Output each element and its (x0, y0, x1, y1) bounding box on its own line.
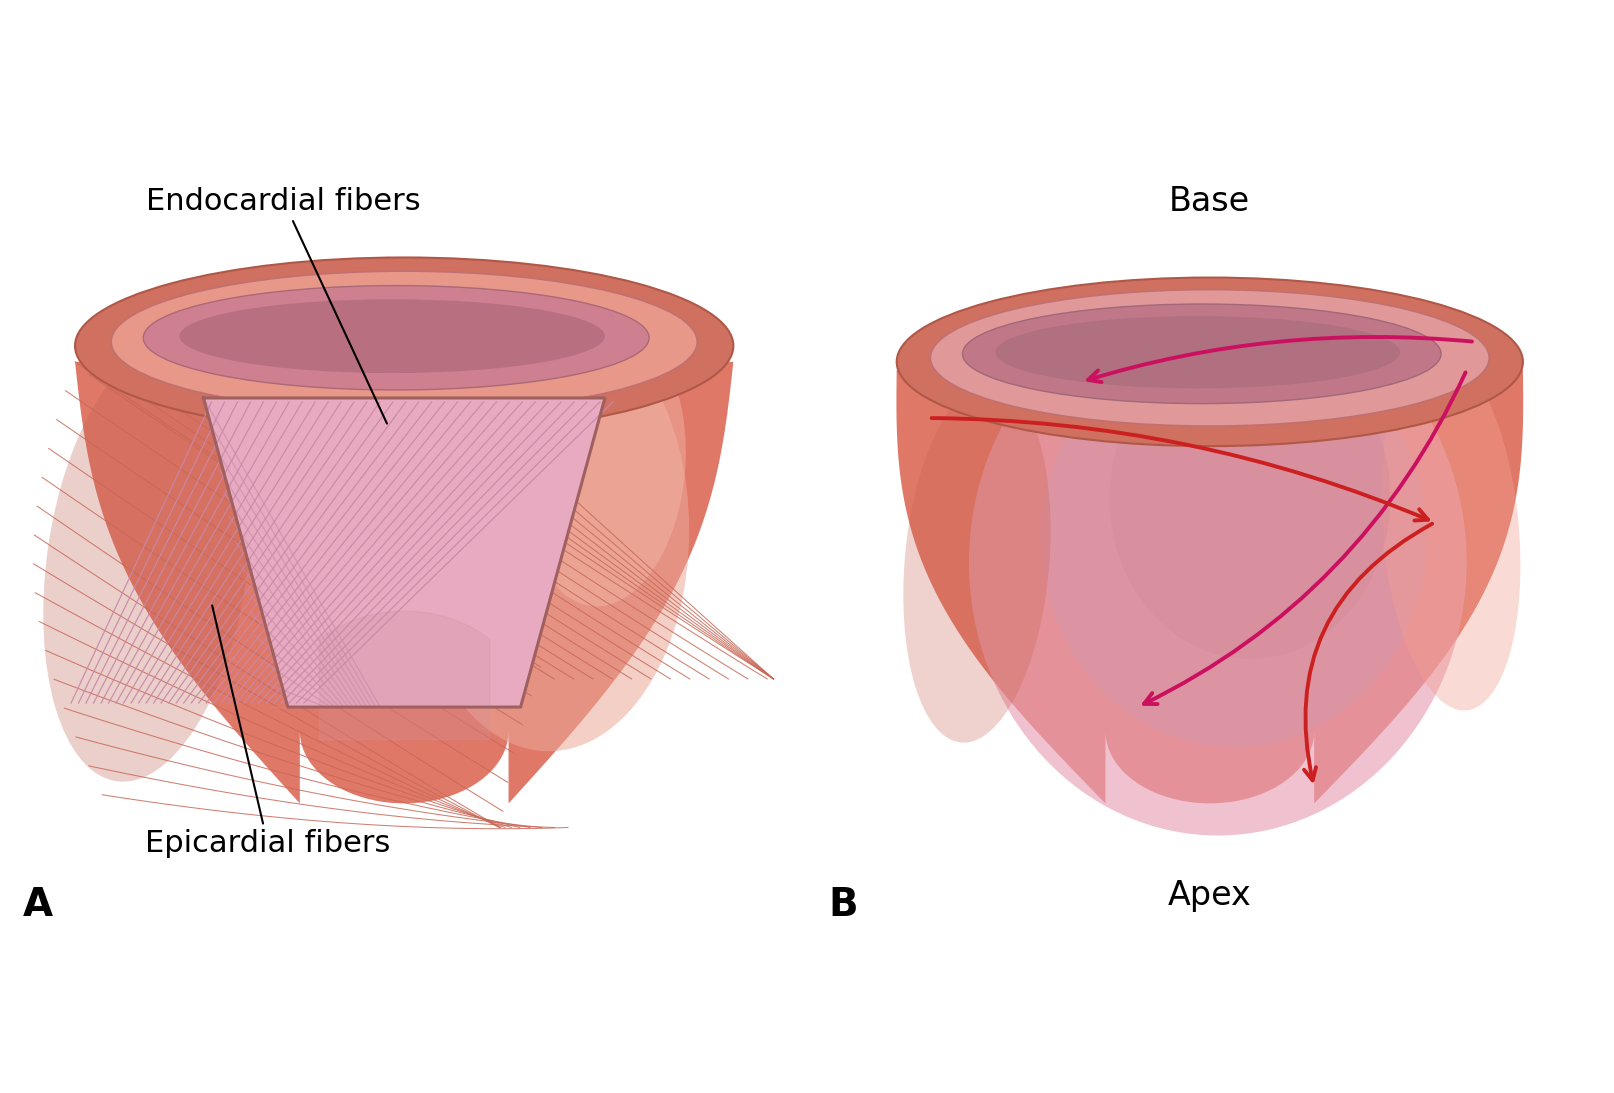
Text: B: B (828, 885, 859, 924)
Polygon shape (203, 398, 605, 707)
Ellipse shape (930, 290, 1490, 426)
Text: Base: Base (1169, 185, 1251, 219)
Ellipse shape (44, 343, 252, 781)
Ellipse shape (968, 290, 1467, 835)
Ellipse shape (1382, 351, 1520, 710)
Text: A: A (23, 885, 53, 924)
Polygon shape (896, 369, 1524, 803)
Ellipse shape (408, 309, 689, 751)
Ellipse shape (996, 316, 1399, 388)
Ellipse shape (179, 299, 605, 373)
Text: Epicardial fibers: Epicardial fibers (145, 606, 391, 858)
Ellipse shape (962, 304, 1441, 403)
Ellipse shape (897, 278, 1524, 446)
Text: Endocardial fibers: Endocardial fibers (147, 187, 421, 424)
Ellipse shape (904, 383, 1051, 742)
Ellipse shape (74, 258, 733, 434)
Text: Apex: Apex (1169, 879, 1252, 912)
Ellipse shape (1041, 330, 1427, 748)
Ellipse shape (1109, 338, 1390, 659)
Ellipse shape (525, 326, 686, 607)
Polygon shape (74, 362, 733, 803)
Ellipse shape (144, 285, 649, 390)
Ellipse shape (111, 271, 697, 412)
